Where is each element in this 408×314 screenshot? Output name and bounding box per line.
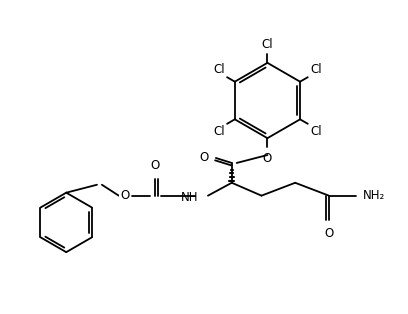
Text: Cl: Cl: [262, 38, 273, 51]
Text: Cl: Cl: [213, 63, 224, 76]
Text: O: O: [263, 152, 272, 165]
Text: Cl: Cl: [310, 125, 322, 138]
Text: O: O: [200, 151, 209, 165]
Text: NH: NH: [181, 191, 198, 204]
Text: O: O: [324, 227, 333, 241]
Text: Cl: Cl: [310, 63, 322, 76]
Text: O: O: [120, 189, 129, 202]
Text: O: O: [151, 159, 160, 172]
Text: Cl: Cl: [213, 125, 224, 138]
Text: NH₂: NH₂: [363, 189, 385, 202]
